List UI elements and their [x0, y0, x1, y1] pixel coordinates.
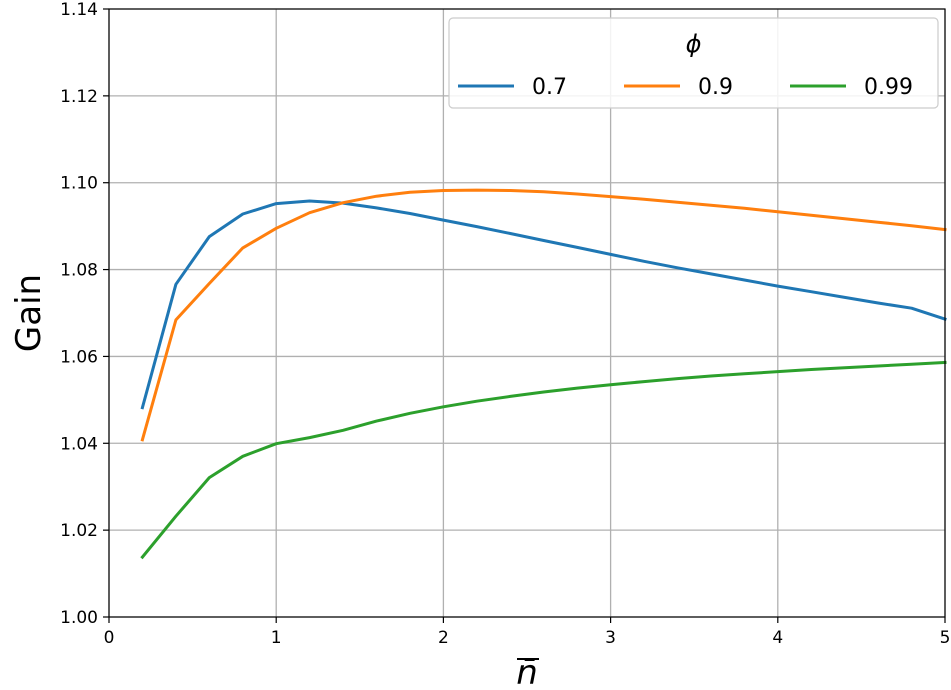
y-tick-label: 1.08: [60, 261, 98, 281]
series-line-0.9: [140, 188, 947, 442]
y-tick-label: 1.12: [60, 87, 98, 107]
legend-title: ϕ: [686, 30, 702, 58]
legend-label: 0.99: [864, 75, 913, 100]
plot-frame: [108, 8, 946, 618]
legend: ϕ 0.7 0.9 0.99: [448, 17, 939, 109]
y-tick-label: 1.02: [60, 521, 98, 541]
x-tick-label: 2: [438, 628, 449, 648]
y-axis-label: Gain: [9, 274, 49, 352]
x-axis-label: n̄: [516, 653, 538, 690]
y-tick-label: 1.00: [60, 608, 98, 628]
legend-label: 0.9: [698, 75, 733, 100]
y-tick-label: 1.04: [60, 434, 98, 454]
y-tick-label: 1.14: [60, 0, 98, 20]
x-tick-label: 1: [271, 628, 282, 648]
x-axis-label-group: n̄: [516, 653, 539, 690]
x-tick-label: 0: [104, 628, 115, 648]
y-tick-label: 1.10: [60, 174, 98, 194]
series-layer: [140, 188, 947, 560]
series-line-0.7: [140, 199, 947, 410]
legend-label: 0.7: [532, 75, 567, 100]
legend-entries: 0.7 0.9 0.99: [458, 75, 913, 100]
x-tick-label: 4: [772, 628, 783, 648]
series-line-0.99: [140, 360, 947, 560]
axis-labels: n̄ Gain: [9, 274, 539, 690]
x-axis: 0 1 2 3 4 5: [104, 617, 951, 648]
y-tick-label: 1.06: [60, 347, 98, 367]
y-axis: 1.00 1.02 1.04 1.06 1.08 1.10 1.12 1.14: [60, 0, 109, 628]
x-tick-label: 5: [940, 628, 951, 648]
x-tick-label: 3: [605, 628, 616, 648]
